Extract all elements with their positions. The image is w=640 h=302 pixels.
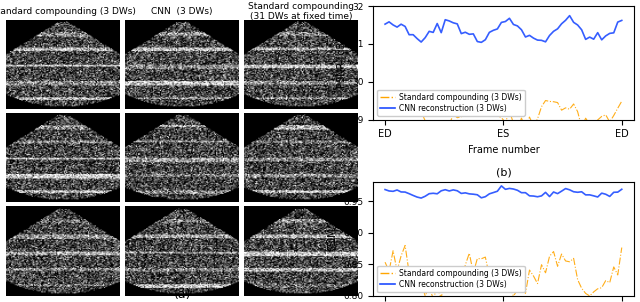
Text: CNN  (3 DWs): CNN (3 DWs) — [152, 7, 213, 16]
Text: (a): (a) — [173, 288, 191, 301]
Text: Standard compounding
(31 DWs at fixed time): Standard compounding (31 DWs at fixed ti… — [248, 2, 354, 21]
Text: (b): (b) — [495, 168, 511, 178]
Legend: Standard compounding (3 DWs), CNN reconstruction (3 DWs): Standard compounding (3 DWs), CNN recons… — [377, 266, 525, 292]
Legend: Standard compounding (3 DWs), CNN reconstruction (3 DWs): Standard compounding (3 DWs), CNN recons… — [377, 89, 525, 116]
X-axis label: Frame number: Frame number — [468, 145, 540, 155]
Text: Standard compounding (3 DWs): Standard compounding (3 DWs) — [0, 7, 136, 16]
Y-axis label: SSIM: SSIM — [328, 227, 338, 251]
Y-axis label: PSNR [dB]: PSNR [dB] — [337, 38, 346, 88]
